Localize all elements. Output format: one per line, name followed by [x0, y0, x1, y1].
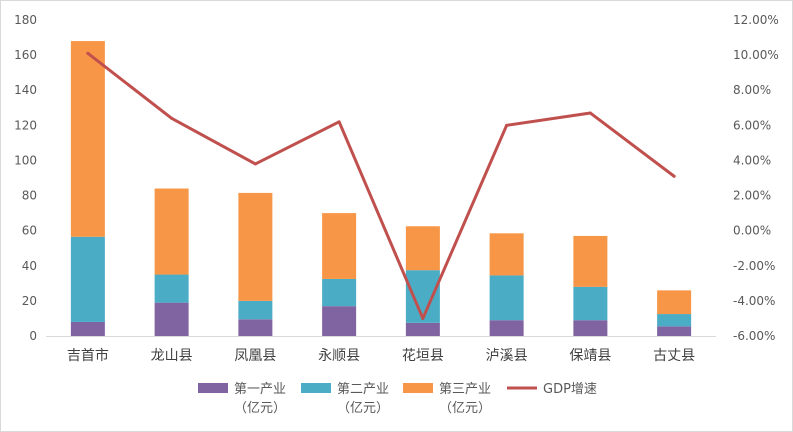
y-tick-label: 120: [14, 118, 37, 132]
line-point: [421, 316, 425, 320]
y-tick-label: 0: [29, 329, 37, 343]
bar-segment: [154, 274, 189, 303]
bar-segment: [657, 314, 692, 327]
x-category-label: 古丈县: [653, 348, 695, 364]
bar-segment: [70, 41, 105, 237]
y2-tick-label: 12.00%: [733, 13, 779, 27]
bar-segment: [238, 319, 273, 336]
bar-segment: [238, 192, 273, 301]
bar-segment: [573, 235, 608, 287]
legend-label-unit: （亿元）: [439, 401, 491, 416]
y-tick-label: 60: [22, 224, 37, 238]
legend-swatch: [403, 383, 433, 393]
line-point: [505, 123, 509, 127]
line-point: [672, 174, 676, 178]
bar-segment: [238, 300, 273, 320]
line-point: [588, 111, 592, 115]
line-point: [253, 162, 257, 166]
y2-tick-label: -2.00%: [733, 259, 775, 273]
x-category-label: 凤凰县: [234, 348, 276, 364]
x-category-label: 吉首市: [67, 347, 109, 364]
y-tick-label: 20: [22, 294, 37, 308]
x-category-label: 保靖县: [569, 348, 611, 364]
bar-segment: [489, 320, 524, 336]
legend-label-unit: （亿元）: [337, 401, 389, 416]
legend-swatch: [198, 383, 228, 393]
x-category-label: 花垣县: [402, 348, 444, 364]
y-tick-label: 180: [14, 13, 37, 27]
y2-tick-label: 4.00%: [733, 153, 771, 167]
y-tick-label: 100: [14, 153, 37, 167]
y2-tick-label: 0.00%: [733, 224, 771, 238]
y2-tick-label: 6.00%: [733, 118, 771, 132]
y-tick-label: 160: [14, 48, 37, 62]
bar-segment: [489, 275, 524, 321]
legend-label-unit: （亿元）: [234, 401, 286, 416]
y-tick-label: 80: [22, 189, 37, 203]
bar-segment: [573, 286, 608, 321]
bar-segment: [70, 236, 105, 322]
y2-tick-label: 2.00%: [733, 189, 771, 203]
line-point: [337, 120, 341, 124]
bar-segment: [322, 278, 357, 307]
bar-segment: [657, 290, 692, 315]
bar-segment: [322, 213, 357, 279]
y-tick-label: 140: [14, 83, 37, 97]
bar-segment: [154, 188, 189, 275]
bar-segment: [573, 320, 608, 336]
bar-segment: [322, 306, 357, 336]
y2-tick-label: -6.00%: [733, 329, 775, 343]
legend-label: GDP增速: [543, 382, 597, 397]
legend-label: 第一产业: [234, 382, 286, 397]
bar-segment: [489, 233, 524, 276]
x-category-label: 龙山县: [151, 348, 193, 364]
bar-segment: [657, 326, 692, 336]
legend-swatch: [301, 383, 331, 393]
legend-label: 第二产业: [337, 382, 389, 397]
bar-segment: [70, 321, 105, 336]
line-point: [86, 51, 90, 55]
gdp-growth-line: [86, 51, 676, 320]
bar-segment: [405, 226, 440, 271]
y2-tick-label: 10.00%: [733, 48, 779, 62]
bar-segment: [405, 270, 440, 323]
bar-segment: [405, 322, 440, 336]
legend-label: 第三产业: [439, 382, 491, 397]
y-tick-label: 40: [22, 259, 37, 273]
y2-tick-label: -4.00%: [733, 294, 775, 308]
y2-tick-label: 8.00%: [733, 83, 771, 97]
line-point: [170, 116, 174, 120]
x-category-label: 泸溪县: [486, 348, 528, 364]
bar-segment: [154, 302, 189, 336]
x-category-label: 永顺县: [318, 348, 360, 364]
